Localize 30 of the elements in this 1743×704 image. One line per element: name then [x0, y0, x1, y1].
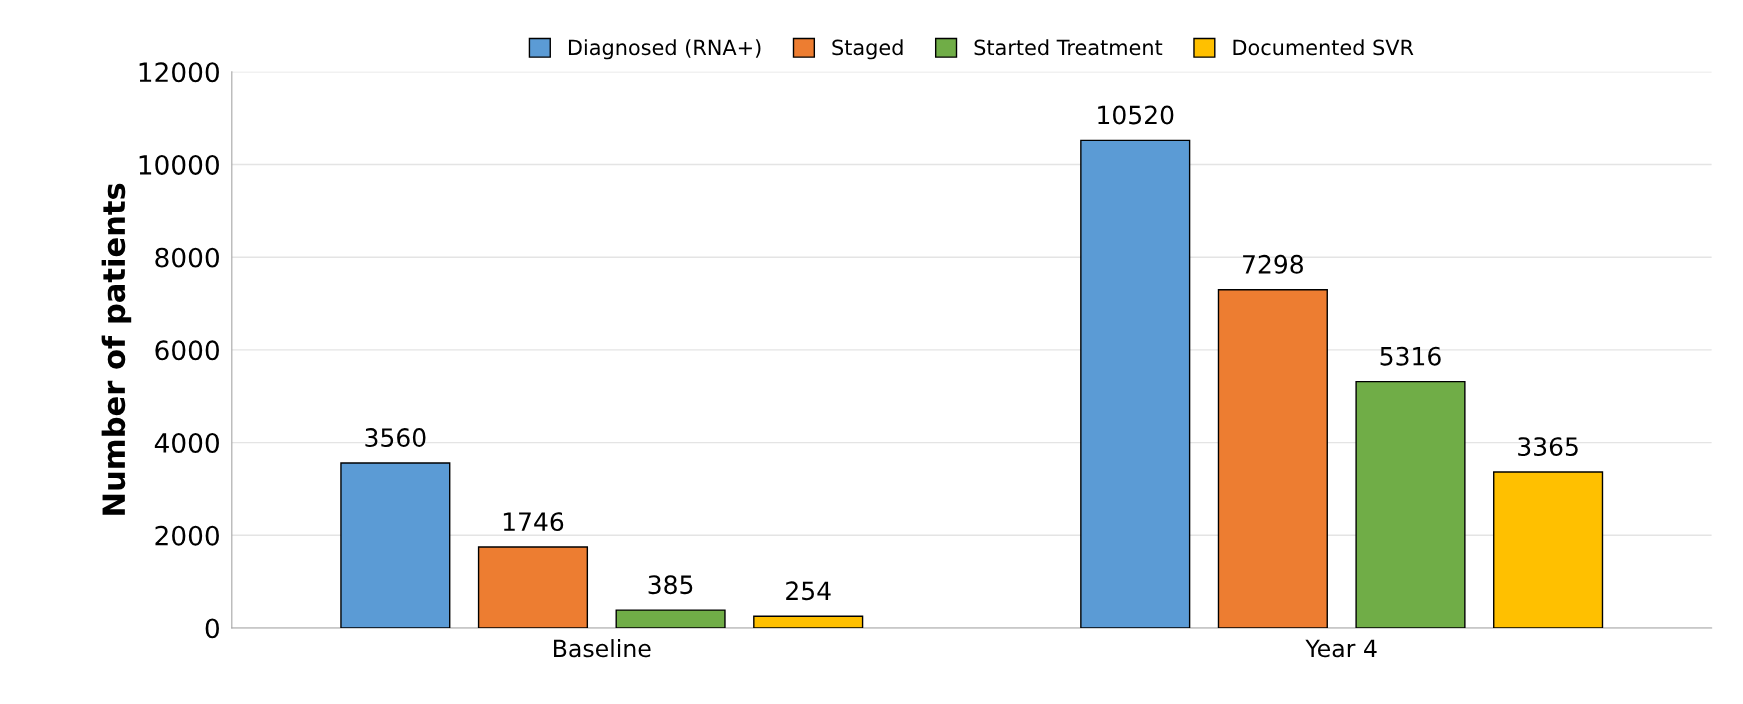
bar [1493, 471, 1604, 628]
bar [477, 546, 589, 628]
y-tick-label: 2000 [155, 525, 219, 546]
data-label: 3560 [365, 428, 426, 448]
y-axis-title: Number of patients [101, 183, 132, 515]
legend-label: Staged [832, 39, 903, 60]
y-tick-label: 0 [205, 618, 219, 639]
data-label: 5316 [1380, 346, 1441, 366]
legend-label: Documented SVR [1233, 39, 1414, 56]
data-label: 10520 [1098, 105, 1174, 125]
data-label: 254 [786, 581, 831, 601]
legend-label: Diagnosed (RNA+) [568, 39, 761, 60]
legend-label: Started Treatment [974, 39, 1163, 56]
y-tick-label: 6000 [155, 340, 219, 361]
data-label: 7298 [1243, 254, 1303, 274]
y-tick-label: 10000 [139, 154, 219, 175]
y-tick-label: 4000 [154, 433, 219, 453]
y-tick-label: 12000 [139, 62, 219, 83]
bar [615, 609, 726, 628]
y-tick-label: 8000 [155, 247, 219, 268]
bar [340, 462, 451, 628]
bar [753, 615, 864, 628]
data-label: 1746 [503, 512, 564, 532]
x-tick-label: Baseline [554, 639, 651, 658]
data-label: 3365 [1518, 437, 1578, 457]
x-tick-label: Year 4 [1305, 639, 1377, 658]
data-label: 385 [648, 575, 693, 595]
bar [1355, 380, 1466, 628]
bar [1080, 139, 1191, 628]
bar [1217, 289, 1328, 628]
